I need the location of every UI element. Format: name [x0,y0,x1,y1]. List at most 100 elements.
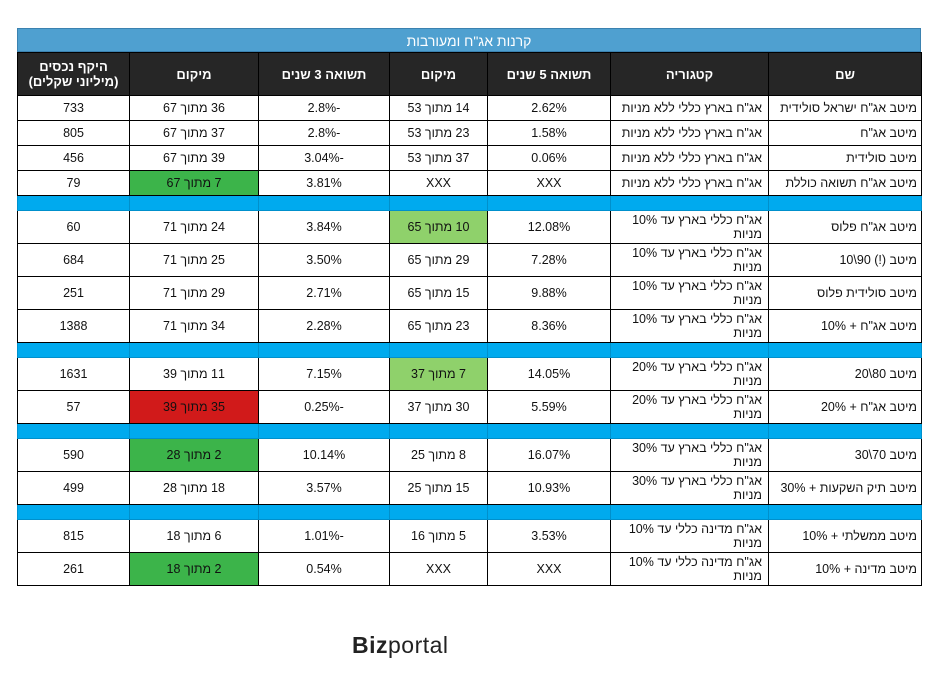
rank-3y: 6 מתוך 18 [129,519,259,553]
fund-name: מיטב מדינה + 10% [768,552,922,586]
return-5y: XXX [487,170,611,196]
return-3y: -3.04% [258,145,390,171]
group-separator [17,423,922,439]
rank-5y: 23 מתוך 53 [389,120,488,146]
fund-category: אג"ח כללי בארץ עד 10% מניות [610,309,769,343]
table-title: קרנות אג"ח ומעורבות [17,28,921,52]
rank-5y: 15 מתוך 65 [389,276,488,310]
rank-3y: 25 מתוך 71 [129,243,259,277]
return-5y: 8.36% [487,309,611,343]
col-header-name: שם [768,52,922,96]
fund-category: אג"ח כללי בארץ עד 20% מניות [610,390,769,424]
return-3y: -2.8% [258,120,390,146]
return-5y: 1.58% [487,120,611,146]
group-separator [17,504,922,520]
fund-name: מיטב 70\30 [768,438,922,472]
col-header-assets: היקף נכסים (מיליוני שקלים) [17,52,130,96]
col-header-rank-5y: מיקום [389,52,488,96]
return-5y: 9.88% [487,276,611,310]
fund-name: מיטב אג"ח [768,120,922,146]
fund-category: אג"ח כללי בארץ עד 10% מניות [610,276,769,310]
col-header-return-3y: תשואה 3 שנים [258,52,390,96]
table-row: מיטב (!) 90\10 אג"ח כללי בארץ עד 10% מני… [17,243,922,277]
fund-category: אג"ח כללי בארץ עד 10% מניות [610,243,769,277]
rank-3y: 37 מתוך 67 [129,120,259,146]
table-row: מיטב תיק השקעות + 30% אג"ח כללי בארץ עד … [17,471,922,505]
return-5y: 16.07% [487,438,611,472]
return-3y: 10.14% [258,438,390,472]
return-5y: 2.62% [487,95,611,121]
funds-table-container: קרנות אג"ח ומעורבות שם קטגוריה תשואה 5 ש… [17,28,922,586]
assets: 1388 [17,309,130,343]
return-5y: 12.08% [487,210,611,244]
return-5y: 10.93% [487,471,611,505]
rank-3y: 24 מתוך 71 [129,210,259,244]
rank-3y: 11 מתוך 39 [129,357,259,391]
assets: 251 [17,276,130,310]
return-5y: XXX [487,552,611,586]
fund-name: מיטב 80\20 [768,357,922,391]
table-row: מיטב סולידית אג"ח בארץ כללי ללא מניות 0.… [17,145,922,171]
return-3y: 3.84% [258,210,390,244]
table-row: מיטב אג"ח פלוס אג"ח כללי בארץ עד 10% מני… [17,210,922,244]
assets: 1631 [17,357,130,391]
assets: 815 [17,519,130,553]
rank-5y: 30 מתוך 37 [389,390,488,424]
group-separator [17,342,922,358]
fund-category: אג"ח בארץ כללי ללא מניות [610,170,769,196]
fund-category: אג"ח כללי בארץ עד 30% מניות [610,471,769,505]
fund-category: אג"ח בארץ כללי ללא מניות [610,95,769,121]
bizportal-logo: Bizportal [352,632,449,659]
rank-5y: 5 מתוך 16 [389,519,488,553]
table-row: מיטב 80\20 אג"ח כללי בארץ עד 20% מניות 1… [17,357,922,391]
rank-3y: 29 מתוך 71 [129,276,259,310]
assets: 590 [17,438,130,472]
assets: 261 [17,552,130,586]
fund-category: אג"ח מדינה כללי עד 10% מניות [610,552,769,586]
return-5y: 3.53% [487,519,611,553]
rank-5y: 29 מתוך 65 [389,243,488,277]
fund-name: מיטב אג"ח ישראל סולידית [768,95,922,121]
rank-5y: 14 מתוך 53 [389,95,488,121]
rank-3y: 36 מתוך 67 [129,95,259,121]
return-3y: 0.54% [258,552,390,586]
rank-5y: 37 מתוך 53 [389,145,488,171]
rank-3y-highlight: 7 מתוך 67 [129,170,259,196]
fund-name: מיטב סולידית פלוס [768,276,922,310]
return-5y: 7.28% [487,243,611,277]
fund-name: מיטב אג"ח תשואה כוללת [768,170,922,196]
fund-name: מיטב אג"ח פלוס [768,210,922,244]
rank-5y: XXX [389,170,488,196]
table-row: מיטב אג"ח תשואה כוללת אג"ח בארץ כללי ללא… [17,170,922,196]
funds-table: שם קטגוריה תשואה 5 שנים מיקום תשואה 3 שנ… [17,52,922,586]
rank-5y-highlight: 7 מתוך 37 [389,357,488,391]
rank-5y: XXX [389,552,488,586]
return-3y: 3.81% [258,170,390,196]
table-row: מיטב מדינה + 10% אג"ח מדינה כללי עד 10% … [17,552,922,586]
return-3y: 3.57% [258,471,390,505]
return-3y: 7.15% [258,357,390,391]
table-row: מיטב 70\30 אג"ח כללי בארץ עד 30% מניות 1… [17,438,922,472]
fund-name: מיטב אג"ח + 20% [768,390,922,424]
assets: 456 [17,145,130,171]
fund-name: מיטב אג"ח + 10% [768,309,922,343]
fund-category: אג"ח כללי בארץ עד 10% מניות [610,210,769,244]
table-row: מיטב סולידית פלוס אג"ח כללי בארץ עד 10% … [17,276,922,310]
fund-name: מיטב תיק השקעות + 30% [768,471,922,505]
rank-3y: 39 מתוך 67 [129,145,259,171]
rank-5y: 8 מתוך 25 [389,438,488,472]
return-3y: 3.50% [258,243,390,277]
return-5y: 0.06% [487,145,611,171]
return-3y: 2.71% [258,276,390,310]
fund-category: אג"ח בארץ כללי ללא מניות [610,145,769,171]
rank-3y-highlight: 35 מתוך 39 [129,390,259,424]
rank-3y: 34 מתוך 71 [129,309,259,343]
group-separator [17,195,922,211]
col-header-category: קטגוריה [610,52,769,96]
fund-category: אג"ח מדינה כללי עד 10% מניות [610,519,769,553]
logo-bold-text: Biz [352,632,388,658]
return-3y: -1.01% [258,519,390,553]
assets: 57 [17,390,130,424]
rank-3y: 18 מתוך 28 [129,471,259,505]
assets: 60 [17,210,130,244]
